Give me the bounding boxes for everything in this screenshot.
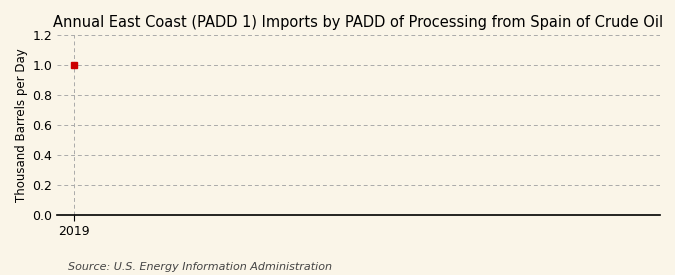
Y-axis label: Thousand Barrels per Day: Thousand Barrels per Day [15, 48, 28, 202]
Title: Annual East Coast (PADD 1) Imports by PADD of Processing from Spain of Crude Oil: Annual East Coast (PADD 1) Imports by PA… [53, 15, 664, 30]
Text: Source: U.S. Energy Information Administration: Source: U.S. Energy Information Administ… [68, 262, 331, 272]
